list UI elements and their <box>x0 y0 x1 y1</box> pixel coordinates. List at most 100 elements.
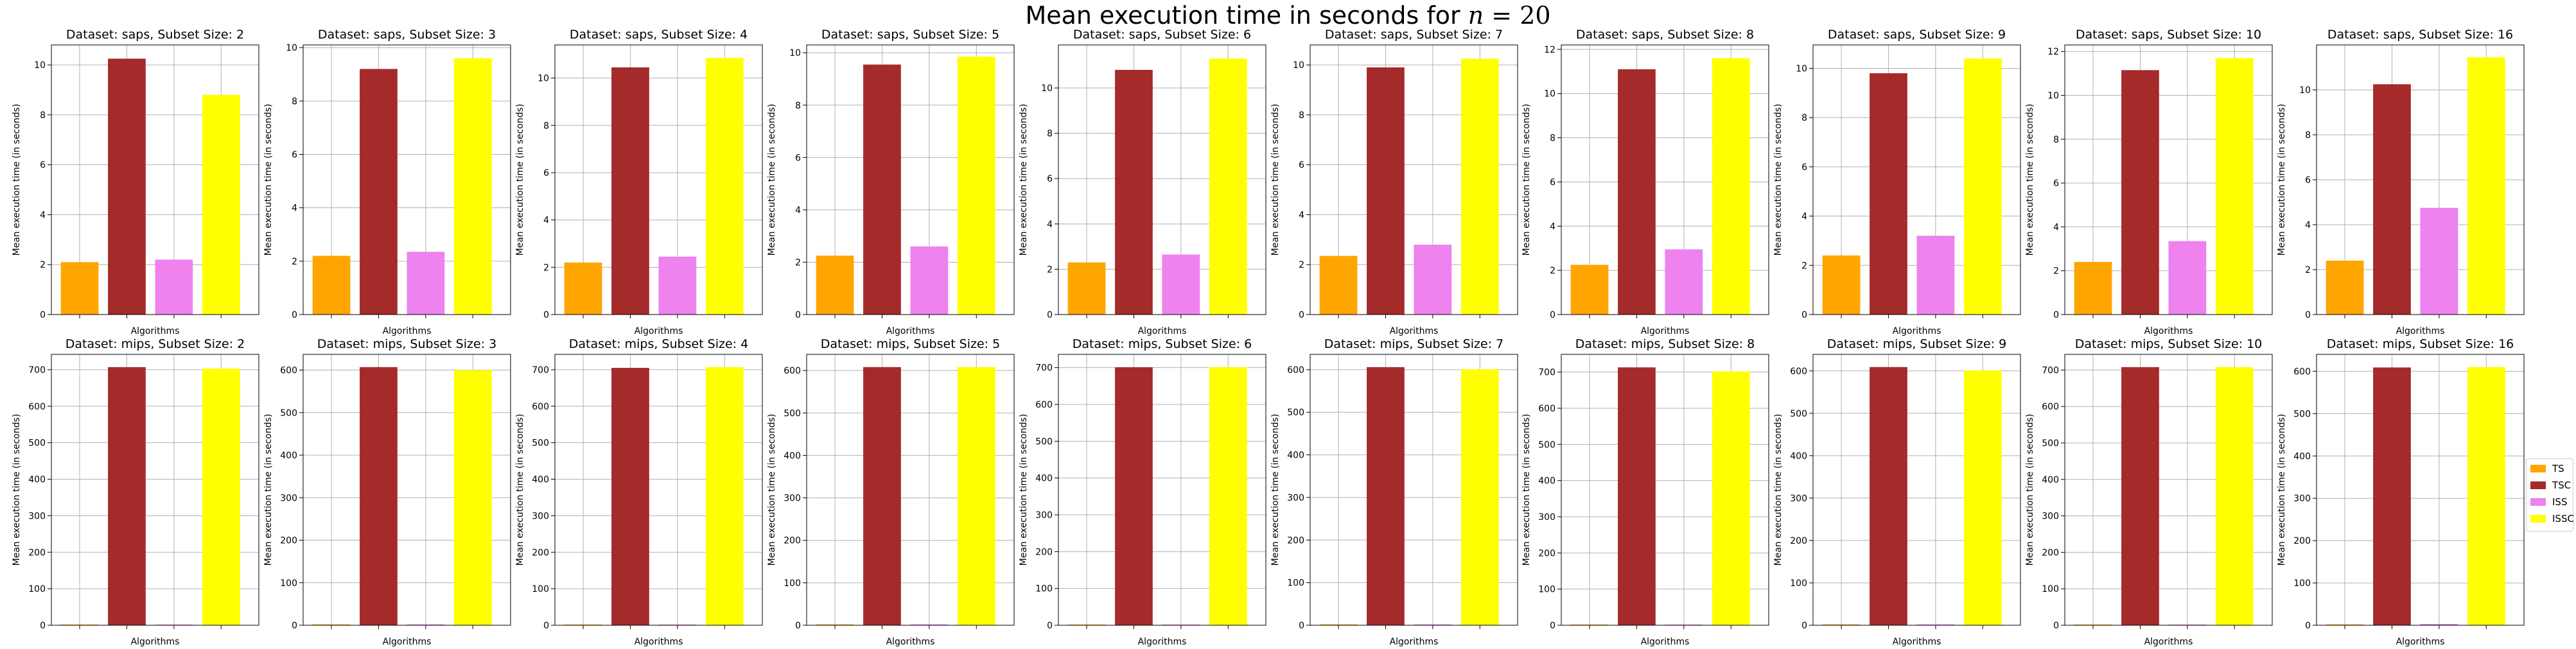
y-tick-label: 0 <box>40 621 46 631</box>
y-tick-label: 8 <box>292 96 297 107</box>
legend-swatch-issc <box>2530 515 2546 523</box>
y-tick-label: 4 <box>2305 220 2311 230</box>
bar-tsc <box>108 58 146 315</box>
legend-label-tsc: TSC <box>2552 480 2572 491</box>
legend-swatch-iss <box>2530 498 2546 506</box>
y-tick-label: 100 <box>2042 584 2059 594</box>
bar-issc <box>1209 367 1247 625</box>
plot-frame <box>1310 44 1518 315</box>
y-tick-label: 0 <box>543 621 549 631</box>
y-tick-label: 0 <box>292 310 297 320</box>
y-tick-label: 400 <box>28 475 46 485</box>
bar-issc <box>957 56 995 315</box>
y-tick-label: 200 <box>1790 536 1807 546</box>
bar-issc <box>453 58 492 315</box>
y-tick-label: 10 <box>1293 60 1304 71</box>
y-axis-label: Mean execution time (in seconds) <box>263 414 274 566</box>
bar-issc <box>1712 371 1750 625</box>
x-axis-label: Algorithms <box>635 637 683 647</box>
figure-title-equals: = <box>1484 1 1520 30</box>
y-tick-label: 10 <box>789 48 801 58</box>
y-axis-label: Mean execution time (in seconds) <box>12 104 22 256</box>
y-tick-label: 300 <box>784 494 801 504</box>
x-axis-label: Algorithms <box>1390 326 1439 336</box>
bar-issc <box>2215 367 2254 625</box>
subplot-title: Dataset: saps, Subset Size: 4 <box>570 28 748 42</box>
bar-tsc <box>1618 69 1656 315</box>
y-tick-label: 300 <box>1538 512 1555 523</box>
x-axis-label: Algorithms <box>1641 637 1690 647</box>
y-tick-label: 4 <box>40 210 46 220</box>
x-axis-label: Algorithms <box>1641 326 1690 336</box>
y-tick-label: 100 <box>1287 578 1304 589</box>
y-tick-label: 10 <box>2299 85 2311 96</box>
bar-ts <box>60 262 99 315</box>
x-axis-label: Algorithms <box>1893 326 1941 336</box>
plot-frame <box>51 354 259 626</box>
x-axis-label: Algorithms <box>131 326 180 336</box>
y-axis-label: Mean execution time (in seconds) <box>515 414 525 566</box>
plot-frame <box>1058 44 1266 315</box>
y-tick-label: 2 <box>1550 266 1555 276</box>
y-axis-label: Mean execution time (in seconds) <box>1521 414 1532 566</box>
y-tick-label: 6 <box>292 150 297 160</box>
bar-ts <box>2326 261 2364 315</box>
y-tick-label: 8 <box>1299 110 1304 121</box>
y-tick-label: 500 <box>1287 408 1304 418</box>
y-tick-label: 4 <box>1299 210 1304 220</box>
bar-tsc <box>2121 367 2159 625</box>
y-tick-label: 2 <box>1801 261 1807 271</box>
y-tick-label: 2 <box>543 263 549 273</box>
y-tick-label: 300 <box>1035 510 1053 521</box>
y-tick-label: 600 <box>532 402 549 412</box>
y-tick-label: 8 <box>543 121 549 131</box>
bar-ts <box>816 255 854 315</box>
y-tick-label: 4 <box>1047 220 1053 230</box>
y-tick-label: 700 <box>1035 363 1053 374</box>
y-tick-label: 200 <box>2042 548 2059 558</box>
y-tick-label: 10 <box>538 74 549 84</box>
y-tick-label: 200 <box>28 548 46 558</box>
y-tick-label: 6 <box>1047 174 1053 184</box>
y-tick-label: 400 <box>1538 476 1555 487</box>
y-axis-label: Mean execution time (in seconds) <box>1773 414 1783 566</box>
y-axis-label: Mean execution time (in seconds) <box>1270 104 1281 256</box>
bar-issc <box>202 368 240 625</box>
subplot-title: Dataset: mips, Subset Size: 5 <box>821 337 1000 351</box>
y-tick-label: 4 <box>1801 212 1807 222</box>
bar-tsc <box>2121 70 2159 315</box>
y-tick-label: 300 <box>1287 493 1304 503</box>
y-tick-label: 12 <box>2047 47 2059 57</box>
y-tick-label: 0 <box>1047 310 1053 320</box>
x-axis-label: Algorithms <box>1138 326 1187 336</box>
bar-issc <box>2467 57 2505 315</box>
bar-issc <box>705 367 744 625</box>
bar-tsc <box>360 69 398 315</box>
y-tick-label: 4 <box>543 216 549 226</box>
y-axis-label: Mean execution time (in seconds) <box>1019 414 1029 566</box>
y-tick-label: 600 <box>2042 402 2059 412</box>
legend: TS TSC ISS ISSC <box>2526 458 2574 532</box>
bar-iss <box>2420 624 2458 625</box>
y-tick-label: 400 <box>1287 451 1304 461</box>
bar-tsc <box>1870 73 1907 315</box>
legend-label-iss: ISS <box>2552 496 2568 508</box>
bar-iss <box>1916 236 1955 315</box>
bar-issc <box>2215 58 2254 315</box>
bar-iss <box>910 246 949 315</box>
y-tick-label: 8 <box>1550 134 1555 144</box>
y-tick-label: 500 <box>280 408 297 419</box>
figure-title: Mean execution time in seconds for n = 2… <box>0 1 2576 30</box>
bar-ts <box>1067 262 1106 315</box>
y-tick-label: 10 <box>34 60 46 71</box>
y-tick-label: 4 <box>795 205 801 216</box>
bar-issc <box>2467 367 2505 625</box>
y-tick-label: 600 <box>784 366 801 376</box>
bar-iss <box>2420 207 2458 315</box>
y-tick-label: 10 <box>1544 89 1555 100</box>
bar-tsc <box>108 367 146 625</box>
y-axis-label: Mean execution time (in seconds) <box>2025 414 2035 566</box>
bar-tsc <box>2373 84 2411 315</box>
bar-tsc <box>863 367 901 625</box>
subplot-title: Dataset: mips, Subset Size: 6 <box>1073 337 1252 351</box>
